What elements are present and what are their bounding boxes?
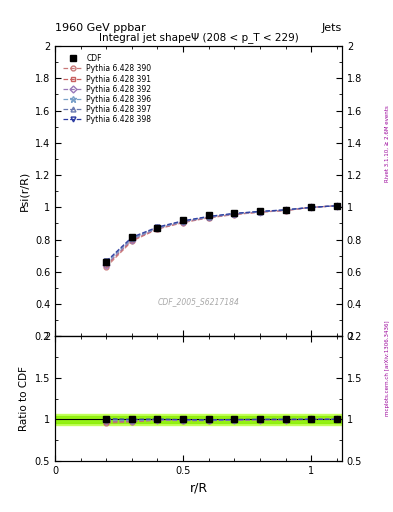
Text: Jets: Jets: [321, 23, 342, 33]
Text: mcplots.cern.ch [arXiv:1306.3436]: mcplots.cern.ch [arXiv:1306.3436]: [385, 321, 390, 416]
Bar: [55, 416, 342, 422]
Text: 1960 GeV ppbar: 1960 GeV ppbar: [55, 23, 146, 33]
Title: Integral jet shapeΨ (208 < p_T < 229): Integral jet shapeΨ (208 < p_T < 229): [99, 33, 298, 44]
Text: CDF_2005_S6217184: CDF_2005_S6217184: [158, 297, 239, 306]
Text: Rivet 3.1.10, ≥ 2.6M events: Rivet 3.1.10, ≥ 2.6M events: [385, 105, 390, 182]
X-axis label: r/R: r/R: [189, 481, 208, 494]
Y-axis label: Psi(r/R): Psi(r/R): [19, 171, 29, 211]
Legend: CDF, Pythia 6.428 390, Pythia 6.428 391, Pythia 6.428 392, Pythia 6.428 396, Pyt: CDF, Pythia 6.428 390, Pythia 6.428 391,…: [62, 53, 153, 126]
Bar: [55, 414, 342, 425]
Y-axis label: Ratio to CDF: Ratio to CDF: [19, 366, 29, 431]
